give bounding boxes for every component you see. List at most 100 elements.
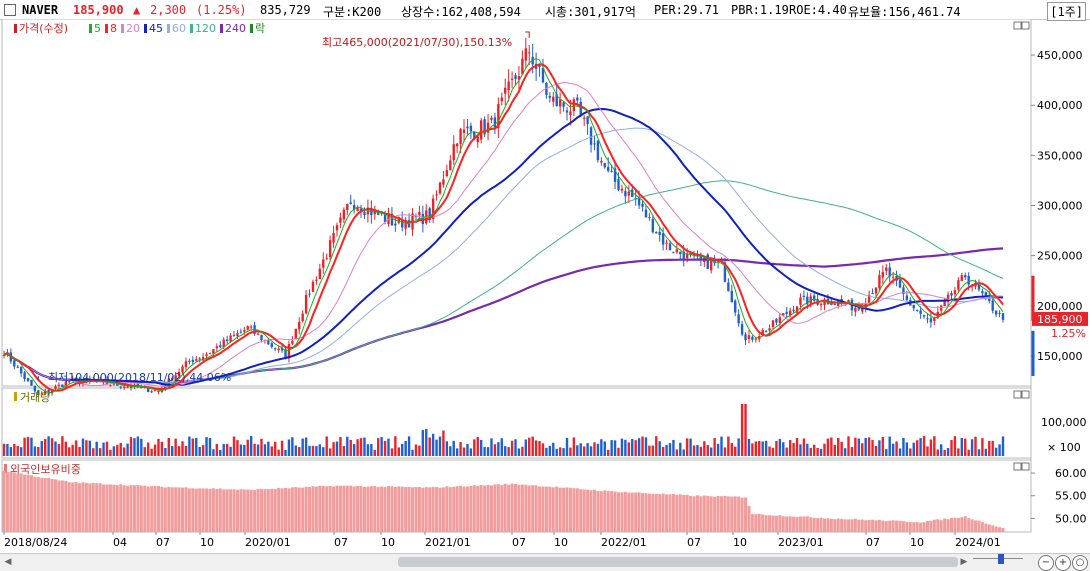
foreign-ownership-bar [335, 485, 339, 532]
foreign-ownership-bar [836, 518, 840, 532]
legend-label: 45 [149, 22, 163, 35]
scroll-right-icon[interactable]: ▶ [960, 557, 968, 567]
foreign-ownership-bar [884, 521, 888, 532]
candle-body [727, 282, 730, 292]
volume-bar [222, 444, 225, 456]
foreign-ownership-bar [706, 495, 710, 532]
chart-scrollbar[interactable]: ◀ ▶ − + ○ [0, 553, 1090, 571]
volume-bar [771, 447, 775, 456]
foreign-ownership-bar [314, 486, 318, 532]
ma20-line [3, 81, 1004, 388]
volume-bar [850, 446, 854, 456]
x-tick-label: 07 [334, 536, 348, 549]
foreign-ownership-bar [301, 487, 305, 532]
current-price: 185,900 [73, 3, 124, 17]
volume-bar [607, 449, 610, 456]
volume-bar [761, 441, 764, 456]
foreign-ownership-bar [610, 491, 614, 532]
foreign-ownership-bar [139, 485, 143, 532]
volume-bar [356, 439, 359, 456]
foreign-ownership-bar [232, 489, 236, 532]
candle-body [874, 287, 878, 294]
candle-body [929, 318, 933, 323]
foreign-ownership-bar [531, 485, 535, 532]
volume-bar [957, 448, 960, 456]
foreign-ownership-bar [816, 518, 820, 532]
volume-bar [936, 449, 939, 456]
candle-body [328, 240, 332, 258]
candle-body [898, 279, 902, 288]
volume-bar [517, 448, 521, 456]
volume-bar [212, 449, 215, 456]
foreign-ownership-bar [122, 485, 126, 532]
stock-chart[interactable]: 450,000 400,000 350,000 300,000 250,000 200,0… [0, 19, 1090, 553]
candle-body [473, 131, 476, 140]
scroll-thumb[interactable] [398, 557, 958, 567]
candle-body [198, 358, 201, 360]
candle-body [219, 345, 222, 348]
candle-body [795, 306, 799, 313]
foreign-ownership-bar [459, 485, 463, 532]
foreign-ownership-bar [826, 518, 830, 532]
foreign-ownership-bar [78, 483, 82, 532]
candle-body [812, 295, 816, 301]
volume-bar [864, 437, 867, 456]
foreign-ownership-bar [452, 486, 456, 532]
candle-body [356, 207, 359, 211]
volume-bar [219, 449, 222, 456]
volume-bar [366, 444, 370, 456]
foreign-ownership-bar [936, 519, 940, 532]
pbr-value: PBR:1.19 [731, 3, 789, 17]
foreign-ownership-bar [716, 495, 720, 532]
volume-bar [991, 440, 994, 456]
candle-body [68, 381, 71, 383]
volume-bar [799, 444, 802, 456]
zoom-reset-icon[interactable]: ○ [1072, 555, 1088, 571]
candle-body [201, 356, 205, 360]
candle-body [181, 366, 184, 373]
candle-body [445, 170, 449, 177]
scroll-left-icon[interactable]: ◀ [4, 557, 12, 567]
foreign-ownership-bar [723, 495, 727, 532]
checkbox-icon[interactable] [4, 4, 16, 16]
volume-bar [253, 443, 256, 456]
volume-bar [514, 439, 517, 456]
foreign-ownership-bar [67, 482, 71, 532]
candle-body [383, 212, 387, 223]
foreign-ownership-bar [843, 519, 847, 532]
volume-bar [71, 444, 74, 456]
candle-body [150, 391, 153, 393]
zoom-out-icon[interactable]: − [1038, 555, 1054, 571]
foreign-ownership-bar [150, 486, 154, 532]
volume-bar [624, 439, 627, 456]
volume-bar [40, 441, 43, 456]
volume-bar [730, 443, 733, 456]
foreign-ownership-bar [489, 485, 493, 532]
volume-bar [435, 439, 438, 456]
candle-body [404, 221, 407, 229]
foreign-ownership-bar [308, 486, 312, 532]
period-button[interactable]: [1주] [1047, 2, 1086, 21]
foreign-ownership-bar [630, 492, 634, 532]
volume-bar [411, 449, 414, 456]
volume-bar [243, 444, 246, 456]
foreign-ownership-bar [939, 520, 943, 532]
zoom-slider-handle[interactable] [998, 554, 1004, 564]
candle-body [823, 299, 826, 305]
foreign-ownership-bar [129, 485, 133, 532]
volume-bar [981, 438, 984, 456]
foreign-ownership-bar [912, 522, 916, 532]
candle-body [54, 386, 57, 390]
volume-bar [16, 446, 19, 456]
volume-bar [64, 441, 67, 456]
zoom-in-icon[interactable]: + [1055, 555, 1071, 571]
low-price-annotation: 최저104,000(2018/11/02),44.06% [48, 371, 231, 384]
volume-bar [33, 446, 37, 456]
foreign-ownership-bar [184, 487, 188, 532]
foreign-ownership-bar [438, 487, 442, 532]
volume-bar [775, 441, 778, 456]
foreign-ownership-bar [259, 488, 263, 532]
foreign-ownership-bar [105, 484, 109, 532]
foreign-ownership-bar [132, 485, 136, 532]
volume-bar [322, 447, 325, 456]
